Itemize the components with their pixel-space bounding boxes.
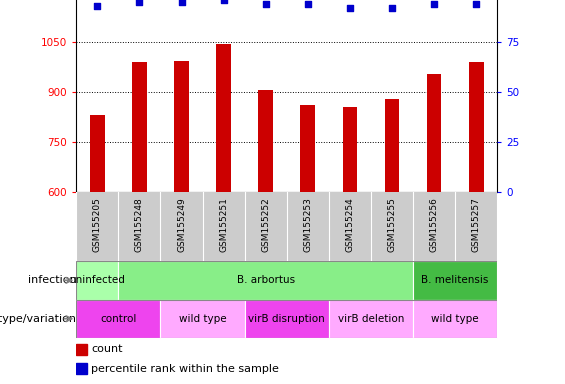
Bar — [385, 99, 399, 384]
Bar — [329, 300, 413, 338]
Bar — [76, 261, 119, 300]
Bar — [90, 116, 105, 384]
Point — [177, 0, 186, 5]
Bar — [76, 344, 87, 355]
Bar — [469, 62, 484, 384]
Bar — [132, 62, 147, 384]
Bar — [119, 261, 413, 300]
Point — [472, 1, 481, 7]
Bar — [216, 44, 231, 384]
Bar — [301, 106, 315, 384]
Point — [388, 5, 397, 12]
Text: GSM155248: GSM155248 — [135, 197, 144, 252]
Text: GSM155253: GSM155253 — [303, 197, 312, 252]
Text: uninfected: uninfected — [69, 275, 125, 285]
Point — [345, 5, 354, 12]
Bar — [413, 261, 497, 300]
Text: GSM155252: GSM155252 — [261, 197, 270, 252]
Point — [219, 0, 228, 3]
Point — [93, 3, 102, 9]
Text: virB deletion: virB deletion — [338, 314, 404, 324]
Text: percentile rank within the sample: percentile rank within the sample — [91, 364, 279, 374]
Text: GSM155257: GSM155257 — [472, 197, 481, 252]
Text: GSM155205: GSM155205 — [93, 197, 102, 252]
Point — [429, 1, 438, 7]
Bar — [258, 91, 273, 384]
Bar — [76, 363, 87, 374]
Text: control: control — [100, 314, 137, 324]
Bar — [245, 300, 329, 338]
Text: genotype/variation: genotype/variation — [0, 314, 76, 324]
Text: GSM155251: GSM155251 — [219, 197, 228, 252]
Text: infection: infection — [28, 275, 76, 285]
Point — [135, 0, 144, 5]
Text: count: count — [91, 344, 123, 354]
Bar — [174, 61, 189, 384]
Text: B. melitensis: B. melitensis — [421, 275, 489, 285]
Text: GSM155256: GSM155256 — [429, 197, 438, 252]
Point — [261, 1, 270, 7]
Point — [303, 1, 312, 7]
Bar — [413, 300, 497, 338]
Bar — [76, 300, 160, 338]
Text: GSM155249: GSM155249 — [177, 197, 186, 252]
Bar — [342, 107, 357, 384]
Bar — [160, 300, 245, 338]
Bar — [427, 74, 441, 384]
Text: B. arbortus: B. arbortus — [237, 275, 295, 285]
Text: wild type: wild type — [431, 314, 479, 324]
Text: virB disruption: virB disruption — [249, 314, 325, 324]
Text: GSM155255: GSM155255 — [388, 197, 397, 252]
Text: GSM155254: GSM155254 — [345, 197, 354, 252]
Text: wild type: wild type — [179, 314, 227, 324]
